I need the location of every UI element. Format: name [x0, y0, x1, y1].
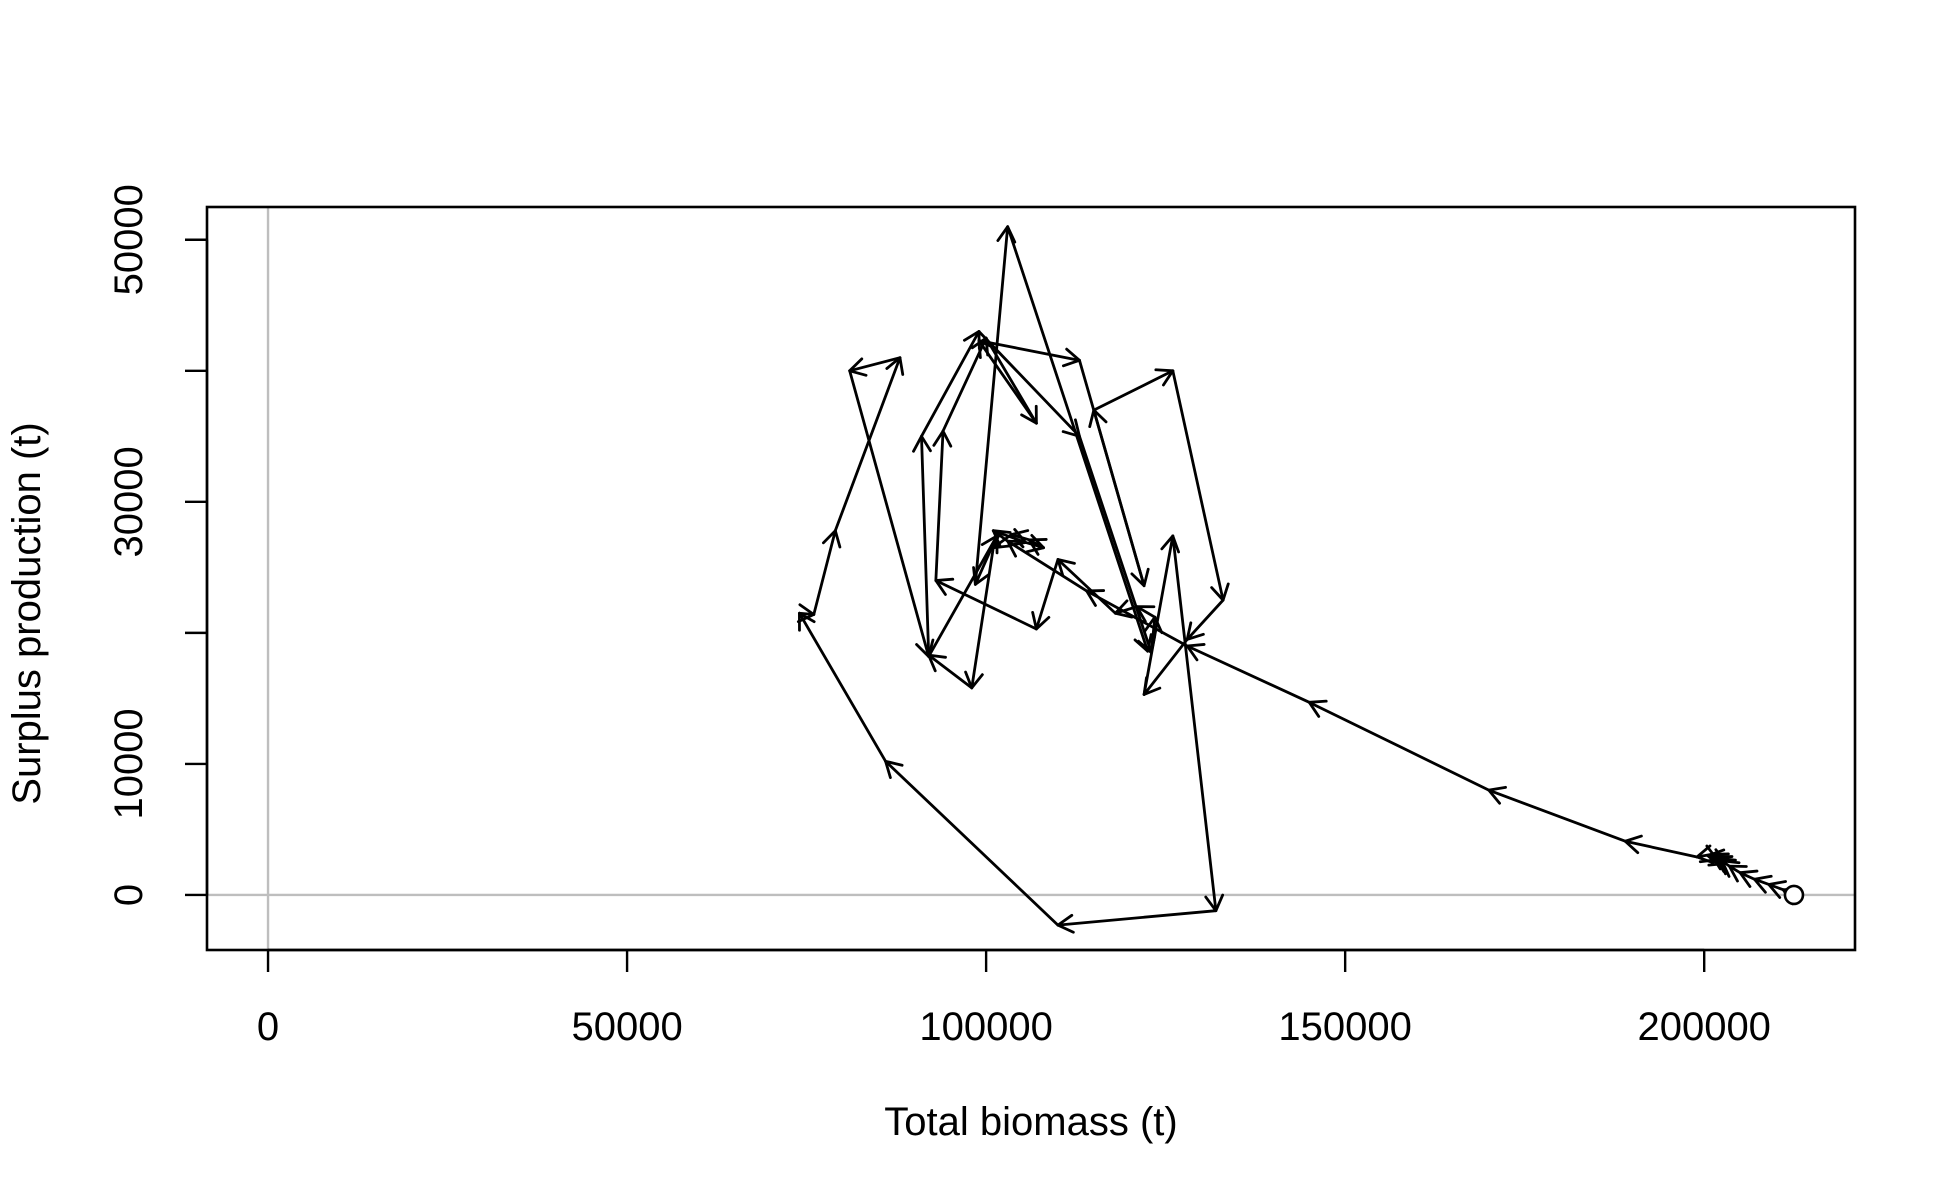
trajectory-segment — [977, 339, 1038, 425]
x-tick-label: 100000 — [919, 1005, 1052, 1049]
x-tick-label: 200000 — [1637, 1005, 1770, 1049]
y-axis-title: Surplus production (t) — [5, 422, 49, 804]
trajectory-segment — [920, 330, 981, 438]
y-axis: 0 10000 30000 50000 — [107, 184, 209, 906]
trajectory-segment — [798, 611, 887, 763]
x-tick-label: 150000 — [1278, 1005, 1411, 1049]
y-tick-label: 50000 — [107, 184, 151, 295]
trajectory-segment — [934, 579, 1038, 631]
trajectory-segment — [934, 429, 945, 582]
y-tick-label: 30000 — [107, 446, 151, 557]
trajectory-segment — [1171, 534, 1218, 913]
trajectory-segment — [1056, 558, 1117, 615]
x-axis-title: Total biomass (t) — [884, 1100, 1177, 1144]
trajectory-segment — [1056, 909, 1218, 927]
plot-frame — [205, 205, 1857, 952]
trajectory-segment — [973, 225, 1010, 586]
trajectory-segment — [1092, 408, 1146, 588]
trajectory-segment — [1185, 644, 1311, 704]
trajectory-segment — [1135, 605, 1157, 619]
trajectory-segment — [1142, 534, 1175, 696]
trajectory-segment — [1171, 369, 1225, 602]
trajectory-segment — [1092, 369, 1175, 412]
y-tick-label: 0 — [107, 884, 151, 906]
trajectory-segment — [1006, 225, 1150, 653]
trajectory-segment — [833, 356, 902, 533]
trajectory-segment — [973, 534, 999, 586]
start-marker-layer — [1783, 884, 1805, 906]
trajectory-segment — [920, 434, 931, 657]
trajectory-segment — [1034, 558, 1060, 631]
trajectory-segment — [848, 356, 902, 373]
trajectory-segment — [1487, 788, 1627, 843]
trajectory-segment — [1307, 700, 1491, 792]
trajectory-segment — [1623, 839, 1699, 859]
trajectory-segment — [1009, 533, 1031, 542]
trajectory-segment — [884, 759, 1060, 927]
trajectory-segment — [1078, 434, 1153, 654]
reference-lines — [207, 207, 1855, 950]
trajectory-segment — [848, 369, 931, 658]
trajectory-segment — [927, 534, 999, 658]
trajectory-segment — [1185, 598, 1225, 641]
trajectory-segment — [927, 653, 974, 690]
start-point-marker — [1783, 884, 1805, 906]
trajectory-segment — [970, 546, 995, 690]
x-axis: 0 50000 100000 150000 200000 — [257, 948, 1771, 1049]
x-tick-label: 50000 — [571, 1005, 682, 1049]
trajectory-segment — [1142, 638, 1189, 696]
trajectory — [796, 225, 1802, 934]
x-tick-label: 0 — [257, 1005, 279, 1049]
trajectory-segment — [812, 529, 837, 616]
y-tick-label: 10000 — [107, 708, 151, 819]
trajectory-arrowhead — [1133, 633, 1153, 653]
trajectory-segment — [1006, 539, 1089, 593]
